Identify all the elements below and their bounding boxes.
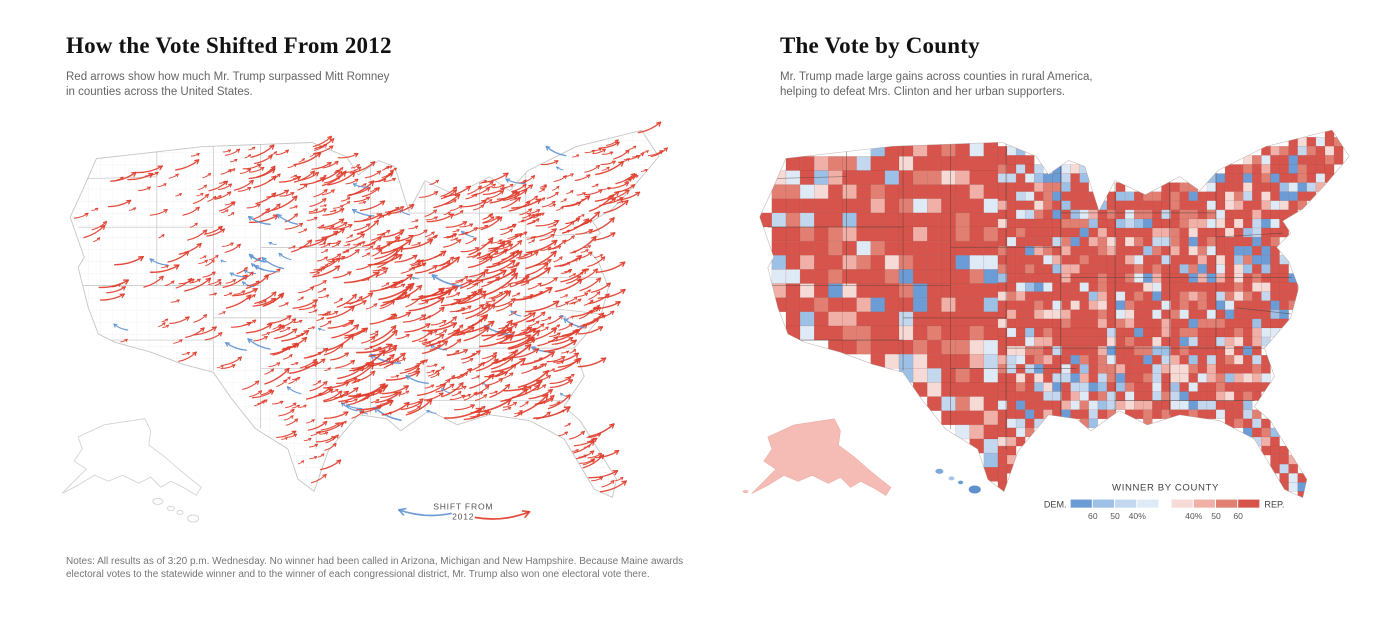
svg-text:60: 60 xyxy=(1233,511,1243,521)
svg-text:WINNER BY COUNTY: WINNER BY COUNTY xyxy=(1112,482,1219,493)
shift-map-subtitle: Red arrows show how much Mr. Trump surpa… xyxy=(66,71,390,98)
hawaii-island xyxy=(957,480,964,485)
hawaii-island xyxy=(935,468,944,474)
svg-text:50: 50 xyxy=(1211,511,1221,521)
results-notes: Notes: All results as of 3:20 p.m. Wedne… xyxy=(66,556,684,580)
hawaii-outline xyxy=(187,514,200,523)
svg-text:SHIFT FROM: SHIFT FROM xyxy=(433,501,493,511)
us-outline xyxy=(69,129,660,498)
us-outline xyxy=(759,129,1350,498)
shift-arrows xyxy=(73,121,668,493)
county-legend: WINNER BY COUNTY DEM. REP. 60 50 40% 40% 50 60 xyxy=(1044,482,1285,520)
county-map-subtitle: Mr. Trump made large gains across counti… xyxy=(780,71,1093,98)
hawaii-outline xyxy=(167,505,175,512)
svg-text:40%: 40% xyxy=(1129,511,1147,521)
hawaii-island xyxy=(968,485,981,494)
svg-text:DEM.: DEM. xyxy=(1044,500,1067,510)
svg-text:50: 50 xyxy=(1110,511,1120,521)
state-borders xyxy=(767,142,1292,450)
county-cells xyxy=(759,130,1344,498)
vote-by-county-map: WINNER BY COUNTY DEM. REP. 60 50 40% 40% 50 60 xyxy=(742,129,1350,521)
hawaii-island xyxy=(948,476,955,481)
hawaii-outline xyxy=(152,497,164,505)
county-map-title: The Vote by County xyxy=(780,33,980,58)
shift-map-title: How the Vote Shifted From 2012 xyxy=(66,33,392,58)
hawaii-outline xyxy=(176,510,184,515)
svg-text:40%: 40% xyxy=(1185,511,1203,521)
svg-text:REP.: REP. xyxy=(1264,500,1284,510)
aleutian-islands xyxy=(742,489,749,494)
svg-text:2012: 2012 xyxy=(452,512,474,522)
alaska-outline xyxy=(61,418,202,496)
alaska-shape xyxy=(751,418,892,496)
svg-text:60: 60 xyxy=(1088,511,1098,521)
